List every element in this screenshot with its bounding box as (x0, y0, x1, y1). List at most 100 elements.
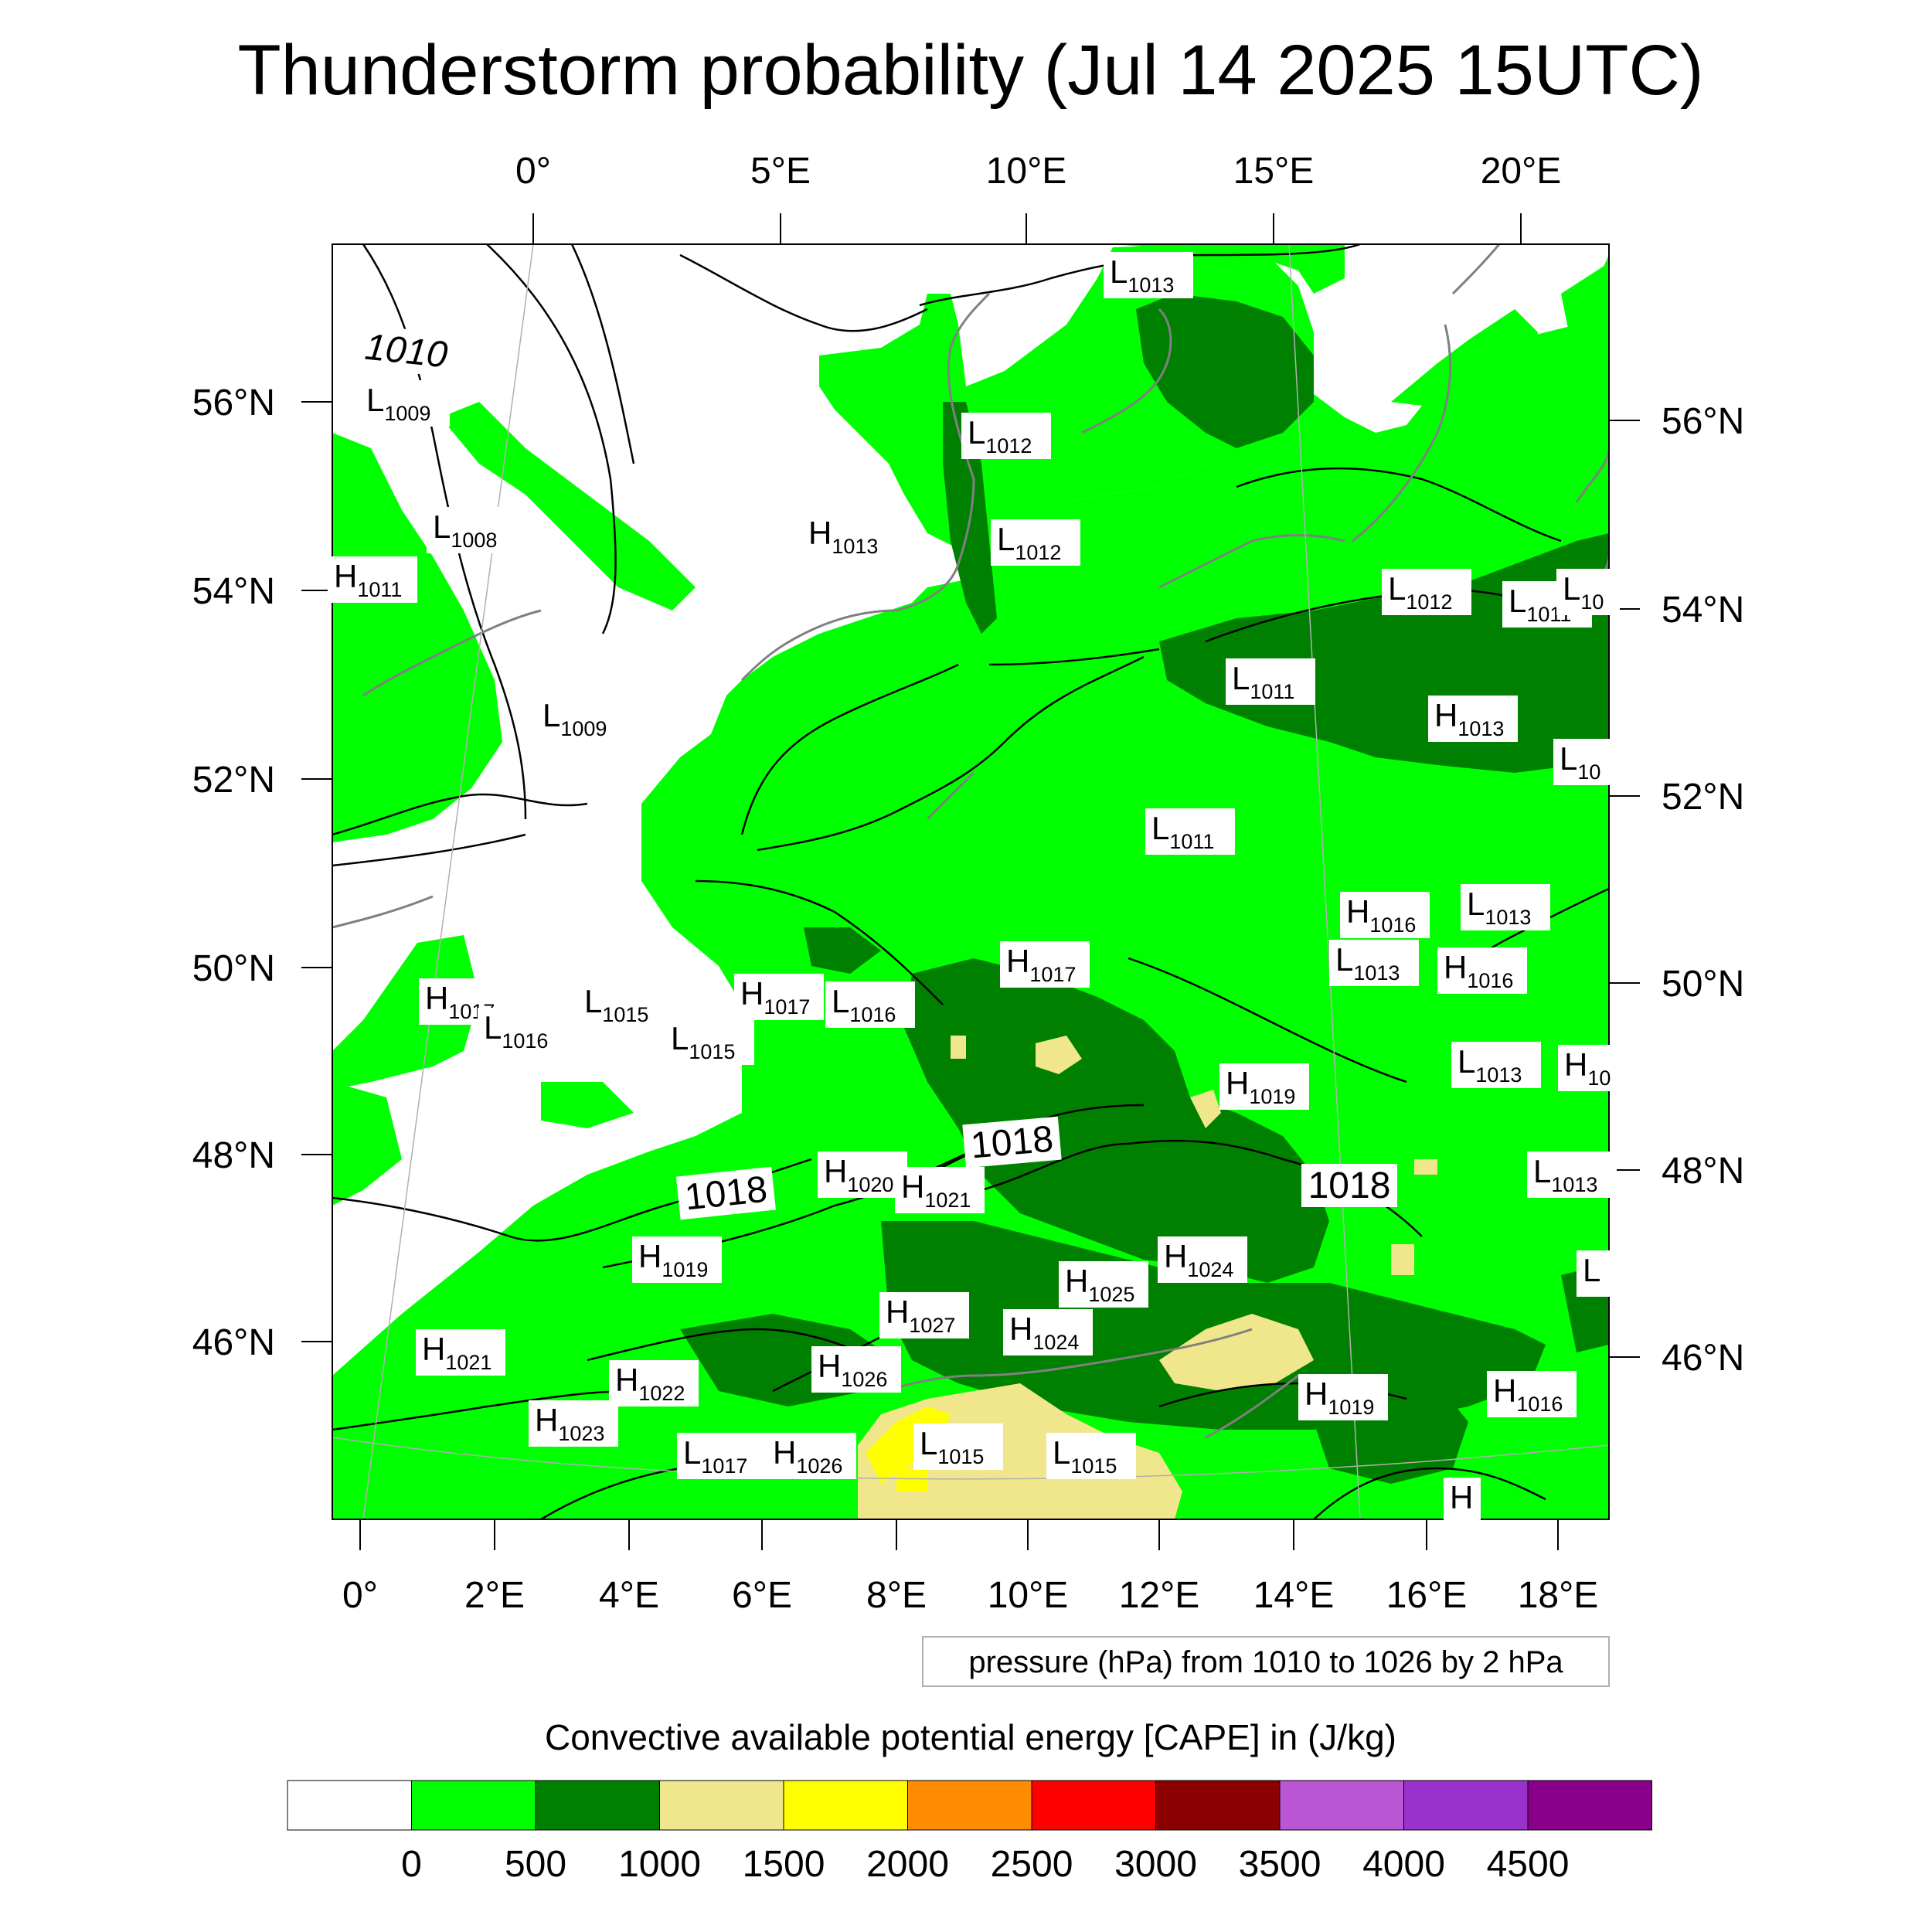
left-lat-label: 52°N (192, 760, 275, 801)
colorbar-swatch (1279, 1780, 1404, 1831)
colorbar-tick-label: 0 (401, 1844, 422, 1885)
bottom-lon-label: 6°E (732, 1575, 792, 1616)
label-background (1226, 658, 1315, 705)
label-background (529, 1400, 618, 1447)
label-background (328, 556, 417, 603)
label-background (961, 413, 1051, 459)
label-background (825, 981, 915, 1028)
low-pressure-label: L1017 (677, 1433, 767, 1479)
high-pressure-label: H1025 (1059, 1261, 1148, 1308)
low-pressure-label: L1013 (1527, 1151, 1617, 1198)
label-background (1577, 1250, 1614, 1297)
colorbar-swatch (1031, 1780, 1156, 1831)
left-lat-label: 54°N (192, 571, 275, 612)
high-pressure-label: H1026 (767, 1433, 856, 1479)
low-pressure-label: L1012 (961, 413, 1051, 459)
label-background (1059, 1261, 1148, 1308)
label-background (895, 1167, 985, 1213)
label-background (1487, 1371, 1577, 1417)
right-lat-label: 48°N (1662, 1151, 1744, 1192)
colorbar: 0 500 1000 1500 2000 2500 3000 3500 4000 4500 (287, 1780, 1652, 1885)
top-lon-label: 0° (515, 151, 551, 192)
low-pressure-label: L1015 (665, 1019, 754, 1065)
bottom-longitude-axis: 0° 2°E 4°E 6°E 8°E 10°E 12°E 14°E 16°E 1… (342, 1519, 1598, 1616)
label-background (811, 1346, 901, 1393)
colorbar-swatch (1155, 1780, 1281, 1831)
label-background (767, 1433, 856, 1479)
top-lon-label: 20°E (1481, 151, 1562, 192)
pressure-center-text: H1021 (901, 1168, 971, 1212)
colorbar-tick-label: 4500 (1487, 1844, 1570, 1885)
label-background (1382, 569, 1471, 615)
low-pressure-label: L1011 (1226, 658, 1315, 705)
label-background (1046, 1433, 1136, 1479)
right-latitude-axis: 56°N 54°N 52°N 50°N 48°N 46°N (1609, 401, 1744, 1379)
bottom-lon-label: 10°E (988, 1575, 1069, 1616)
high-pressure-label: H1023 (529, 1400, 618, 1447)
contour-info-box: pressure (hPa) from 1010 to 1026 by 2 hP… (922, 1636, 1610, 1687)
high-pressure-label: H1013 (1428, 696, 1518, 742)
colorbar-tick-label: 1500 (743, 1844, 825, 1885)
right-lat-label: 52°N (1662, 777, 1744, 818)
colorbar-swatch (1527, 1780, 1652, 1831)
high-pressure-label: H10 (1558, 1045, 1621, 1091)
colorbar-tick-label: 1000 (618, 1844, 701, 1885)
contour-info-text: pressure (hPa) from 1010 to 1026 by 2 hP… (968, 1645, 1563, 1679)
high-pressure-label: H1022 (609, 1360, 699, 1406)
colorbar-swatch (659, 1780, 784, 1831)
label-background (879, 1292, 969, 1338)
label-background (1145, 808, 1235, 855)
colorbar-tick-label: 3500 (1239, 1844, 1321, 1885)
label-background (1329, 940, 1419, 986)
low-pressure-label: L1016 (825, 981, 915, 1028)
low-pressure-label: L1015 (913, 1423, 1003, 1470)
bottom-lon-label: 12°E (1119, 1575, 1200, 1616)
right-lat-label: 46°N (1662, 1338, 1744, 1379)
high-pressure-label: H1021 (895, 1167, 985, 1213)
high-pressure-label: H1021 (416, 1329, 505, 1376)
label-background (1444, 1478, 1481, 1524)
low-pressure-label: L1016 (478, 1008, 567, 1054)
low-pressure-label: L1015 (1046, 1433, 1136, 1479)
low-pressure-label: L1009 (536, 696, 626, 742)
colorbar-tick-label: 500 (505, 1844, 566, 1885)
low-pressure-label: L1013 (1451, 1042, 1541, 1088)
bottom-lon-label: 4°E (599, 1575, 659, 1616)
bottom-lon-label: 2°E (464, 1575, 525, 1616)
isobar-label: 1018 (969, 1118, 1055, 1166)
pressure-center-text: H10 (1564, 1046, 1611, 1090)
colorbar-swatch (1403, 1780, 1529, 1831)
label-background (1527, 1151, 1617, 1198)
graticule-lines (332, 244, 1609, 1519)
label-background (1558, 1045, 1621, 1091)
high-pressure-label: H1016 (1437, 947, 1527, 994)
label-background (416, 1329, 505, 1376)
low-pressure-label: L10 (1556, 569, 1620, 615)
low-pressure-label: L1012 (1382, 569, 1471, 615)
left-lat-label: 48°N (192, 1135, 275, 1176)
top-longitude-axis: 0° 5°E 10°E 15°E 20°E (515, 151, 1561, 244)
low-pressure-label: L1013 (1329, 940, 1419, 986)
high-pressure-label: H1024 (1158, 1236, 1247, 1283)
pressure-center-text: H1020 (824, 1153, 893, 1196)
left-lat-label: 46°N (192, 1322, 275, 1363)
label-background (1104, 252, 1193, 298)
label-background (1553, 739, 1617, 785)
label-background (677, 1433, 767, 1479)
bottom-lon-label: 16°E (1386, 1575, 1468, 1616)
high-pressure-label: H1019 (1298, 1374, 1388, 1420)
label-background (427, 507, 516, 553)
high-pressure-label: H1016 (1487, 1371, 1577, 1417)
label-background (1298, 1374, 1388, 1420)
pressure-center-text: L (1583, 1252, 1600, 1288)
high-pressure-label: H (1444, 1478, 1481, 1524)
low-pressure-label: L1009 (360, 380, 450, 427)
colorbar-swatch (287, 1780, 412, 1831)
isobar-label: 1018 (683, 1169, 770, 1219)
low-pressure-label: L1013 (1104, 252, 1193, 298)
bottom-lon-label: 18°E (1518, 1575, 1599, 1616)
high-pressure-label: H1024 (1003, 1309, 1093, 1355)
label-background (360, 380, 450, 427)
colorbar-swatch (411, 1780, 536, 1831)
